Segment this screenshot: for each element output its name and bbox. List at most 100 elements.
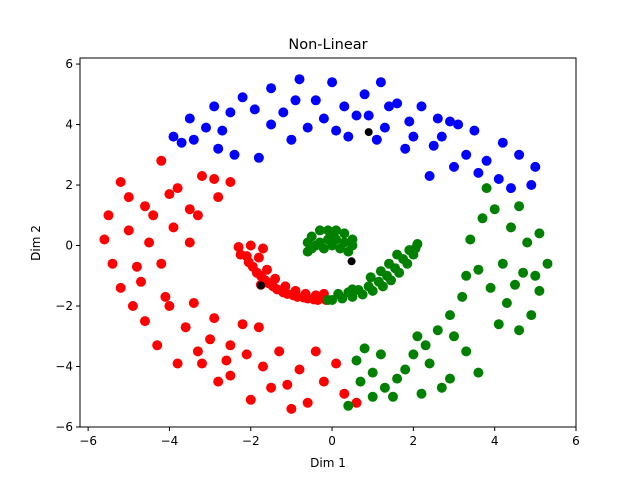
data-point [201, 122, 211, 133]
data-point [514, 201, 525, 212]
data-point [506, 183, 516, 194]
data-point [485, 282, 496, 293]
data-point [373, 276, 384, 287]
data-point [359, 343, 370, 354]
x-tick-label: −4 [161, 434, 179, 448]
data-point [449, 331, 459, 342]
data-point [436, 382, 447, 393]
data-point [367, 367, 378, 378]
data-point [379, 122, 390, 133]
data-point [172, 183, 183, 194]
data-point [160, 291, 171, 302]
data-point [436, 131, 447, 142]
data-point [420, 340, 431, 351]
x-tick-label: 2 [410, 434, 418, 448]
data-point [481, 183, 492, 194]
data-point [416, 101, 427, 112]
data-point [408, 349, 419, 360]
x-axis: −6 −4 −2 0 2 4 6 [79, 427, 580, 448]
x-tick-label: 4 [491, 434, 499, 448]
plot-frame [79, 57, 577, 428]
data-point [392, 98, 403, 109]
data-point [428, 140, 439, 151]
data-point [302, 246, 313, 257]
data-point [213, 192, 224, 203]
data-point [473, 367, 484, 378]
data-point [107, 258, 118, 269]
data-point [294, 74, 305, 85]
data-point [144, 237, 155, 248]
data-point [318, 113, 329, 124]
data-point [152, 340, 163, 351]
data-point [258, 361, 268, 372]
data-point [526, 310, 537, 321]
data-point [233, 242, 244, 252]
x-tick-label: −2 [242, 434, 260, 448]
data-point [526, 180, 537, 190]
data-point [310, 346, 321, 357]
data-point [258, 243, 268, 254]
data-point [99, 234, 110, 245]
data-point [318, 376, 329, 387]
data-point [209, 101, 220, 112]
data-point [164, 301, 175, 311]
data-point [180, 322, 191, 333]
data-point [347, 284, 358, 295]
data-point [400, 364, 411, 375]
data-point [237, 92, 248, 103]
data-point [534, 228, 545, 239]
data-point [432, 113, 443, 124]
data-point [229, 149, 240, 160]
data-point [371, 134, 382, 145]
data-point [225, 177, 236, 187]
data-point [148, 210, 159, 221]
data-point [213, 376, 224, 387]
data-point [445, 310, 455, 321]
data-point [237, 319, 248, 330]
data-point [522, 237, 533, 248]
data-point [274, 346, 285, 357]
data-point [424, 171, 435, 181]
data-point [209, 174, 220, 184]
data-point [225, 370, 236, 381]
data-point [300, 288, 311, 299]
data-point [168, 222, 179, 233]
data-point [188, 298, 199, 308]
data-point [453, 119, 464, 130]
data-point [318, 243, 329, 254]
data-point [217, 125, 228, 136]
data-point [278, 107, 289, 118]
x-tick-label: −6 [79, 434, 97, 448]
data-point [290, 95, 301, 106]
data-point [449, 161, 459, 172]
data-point [241, 349, 252, 360]
data-point [131, 261, 142, 272]
data-point [351, 355, 362, 366]
data-point [253, 322, 264, 333]
data-point [290, 285, 301, 296]
data-point [343, 131, 354, 142]
data-point [339, 101, 350, 112]
data-point [197, 358, 207, 369]
data-point [465, 234, 476, 245]
data-point [197, 171, 207, 181]
data-point [335, 243, 346, 254]
data-point [514, 149, 525, 160]
data-point [461, 346, 472, 357]
data-point [343, 246, 354, 257]
data-point [343, 400, 354, 411]
data-point [355, 376, 366, 387]
y-tick-label: −2 [55, 299, 73, 313]
data-point [294, 364, 305, 375]
data-point [497, 137, 508, 148]
data-point [481, 155, 492, 166]
data-point [270, 273, 281, 284]
data-point [347, 257, 356, 266]
data-point [424, 358, 435, 369]
data-point [388, 391, 398, 402]
data-point [192, 346, 203, 357]
data-point [140, 201, 150, 212]
data-point [473, 264, 484, 275]
data-point [172, 358, 183, 369]
